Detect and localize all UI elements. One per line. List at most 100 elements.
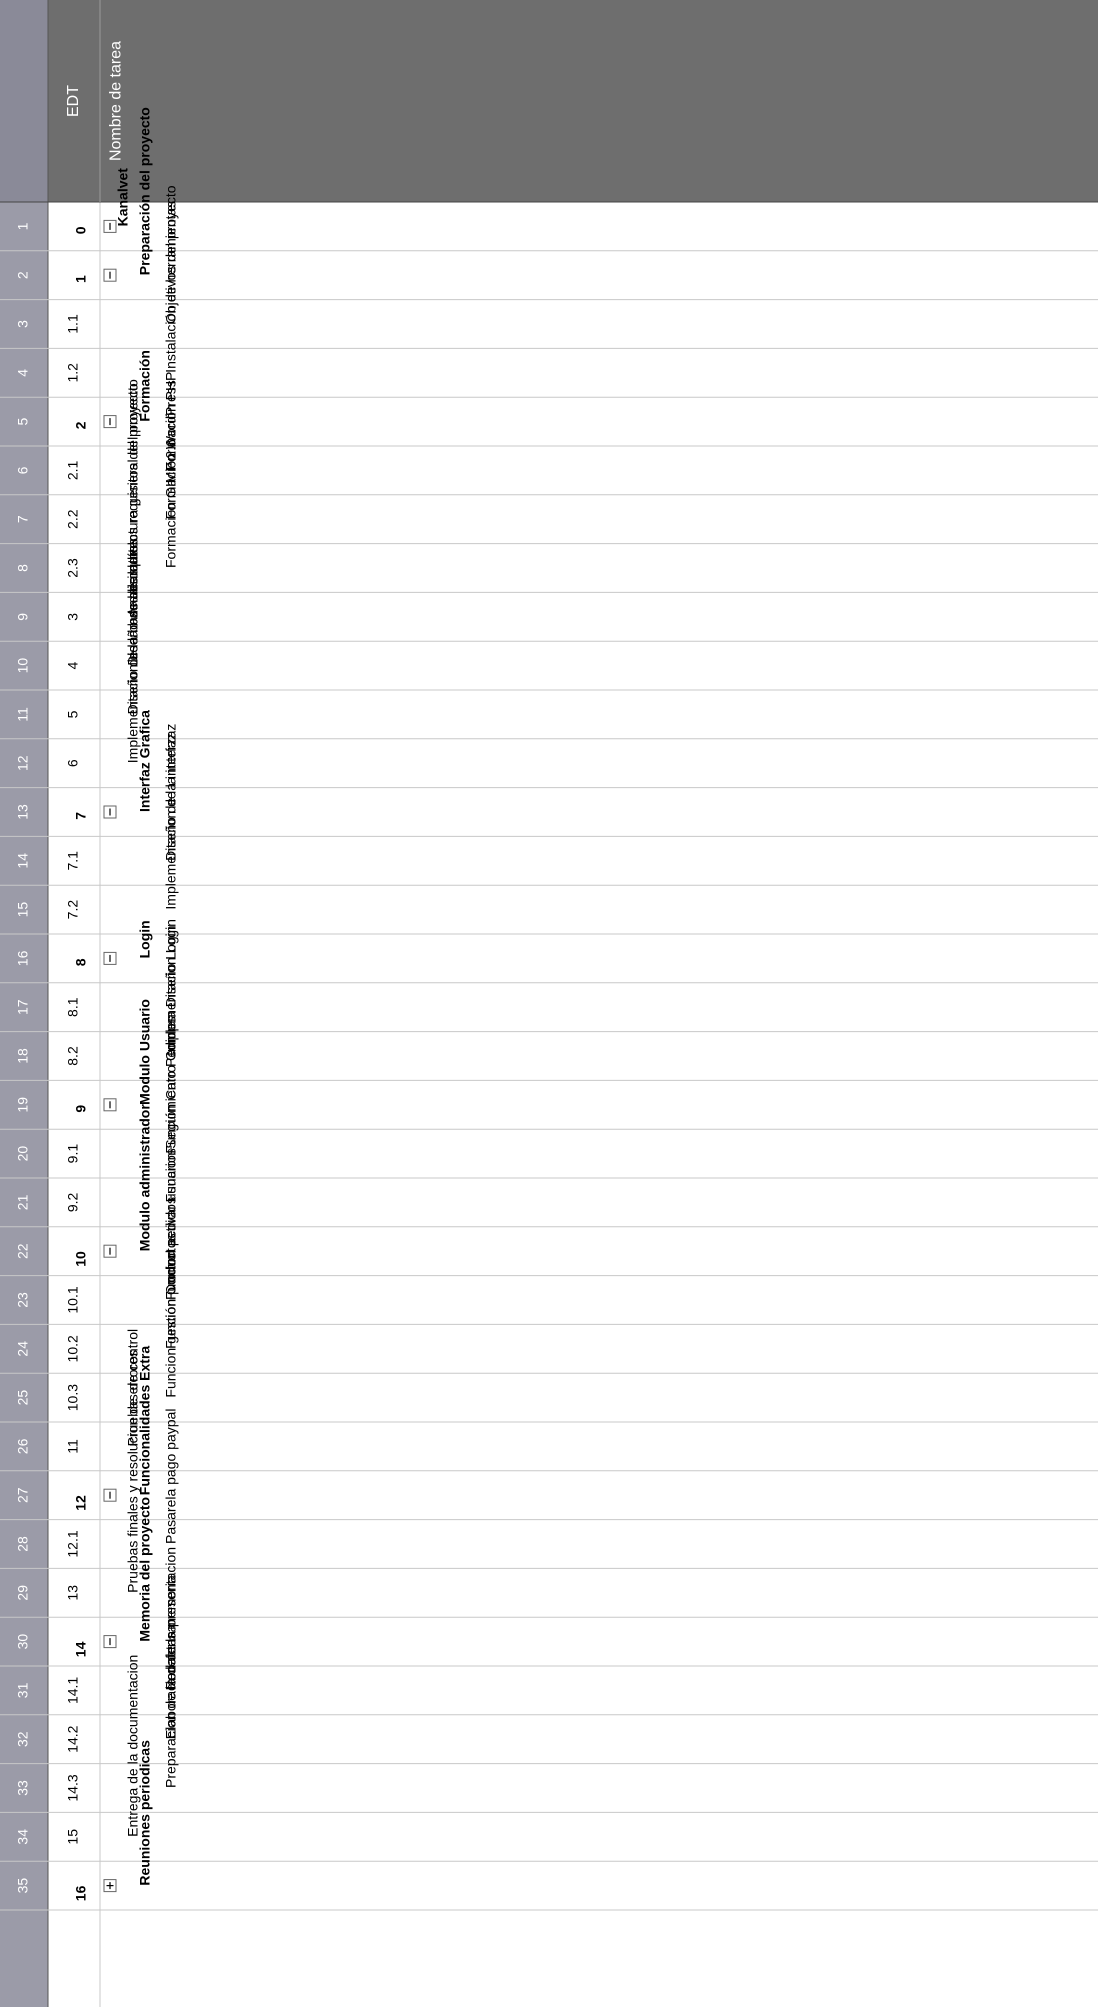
table-row[interactable]: 31 14.1 Redactar memoria [15,1575,179,1704]
table-row[interactable]: 33 14.3 Preparacion de la defensa [15,1624,179,1801]
table-row[interactable]: 34 15 Entrega de la documentacion [15,1655,141,1845]
table-row[interactable]: 12 6 Implementacion de la base de datos [15,538,141,771]
edt-cell: 2.2 [65,509,81,529]
collapse-icon[interactable] [103,805,117,819]
collapse-icon[interactable] [103,1244,117,1258]
task-name-cell: Reuniones periodicas [137,1740,153,1886]
row-number: 22 [15,1243,31,1259]
row-number: 16 [15,950,31,966]
table-row[interactable]: 1 0 Kanalvet [15,168,131,234]
row-number: 10 [15,658,31,674]
edt-cell: 9.1 [65,1144,81,1164]
table-row[interactable]: 11 5 Diseño de la base de datos [15,545,141,722]
table-row[interactable]: 30 14 Memoria del proyecto [15,1497,153,1657]
task-name-cell: Funcion Seguimiento Pedidos [163,1016,179,1202]
row-number: 34 [15,1829,31,1845]
edt-cell: 2 [73,421,89,429]
row-number: 13 [15,804,31,820]
row-number: 28 [15,1536,31,1552]
edt-cell: 1.2 [65,363,81,383]
table-row[interactable]: 27 12 Funcionalidades Extra [15,1346,153,1511]
task-name-cell: Función Control pedidos [163,1197,179,1349]
row-number: 29 [15,1585,31,1601]
row-number-column [0,0,48,2007]
table-row[interactable]: 6 2.1 Formación PHP [15,372,179,481]
table-row[interactable]: 29 13 Pruebas finales y resolucion de erro… [15,1350,141,1601]
table-row[interactable]: 23 10.1 Funcion activar usuarios [15,1148,179,1313]
edt-cell: 4 [65,661,81,669]
table-row[interactable]: 16 8 Login [15,920,153,966]
row-number: 6 [15,466,31,474]
task-name-cell: Preparación del proyecto [137,107,153,275]
header-task-name[interactable]: Nombre de tarea [107,41,124,161]
row-number: 32 [15,1731,31,1747]
task-name-cell: Formacion GIMP 2.6 [163,439,179,568]
table-row[interactable]: 26 11 Pruebas de control [15,1329,141,1454]
table-row[interactable]: 22 10 Modulo administrador [15,1104,153,1267]
row-number: 23 [15,1292,31,1308]
row-number: 19 [15,1097,31,1113]
row-number: 26 [15,1438,31,1454]
table-row[interactable]: 14 7.1 Diseño de la interfaz [15,733,179,870]
edt-cell: 9 [73,1105,89,1113]
collapse-icon[interactable] [103,1488,117,1502]
task-name-cell: Implementacion de la base de datos [125,538,141,763]
edt-cell: 12 [73,1495,89,1511]
task-name-cell: Modulo administrador [137,1104,153,1252]
table-row[interactable]: 32 14.2 Elaboracion de la presentacion [15,1547,179,1753]
collapse-icon[interactable] [103,219,117,233]
row-number: 27 [15,1487,31,1503]
row-number: 14 [15,853,31,869]
collapse-icon[interactable] [103,1635,117,1649]
row-number: 35 [15,1878,31,1894]
edt-cell: 8.1 [65,997,81,1017]
row-number: 31 [15,1682,31,1698]
table-row[interactable]: 8 2.3 Formacion GIMP 2.6 [15,439,179,578]
table-row[interactable]: 25 10.3 Funcion gestion productos [15,1233,179,1411]
table-row[interactable]: 9 3 Analisis de los requisitos del proyect… [15,383,141,621]
table-row[interactable]: 20 9.1 Función Carro Compra [15,1011,179,1163]
edt-cell: 0 [73,226,89,234]
task-name-cell: Memoria del proyecto [137,1497,153,1642]
edt-cell: 10.2 [65,1335,81,1362]
table-row[interactable]: 35 16 Reuniones periodicas [15,1740,153,1901]
table-row[interactable]: 13 7 Interfaz Grafica [15,710,153,820]
edt-cell: 13 [65,1585,81,1601]
row-number: 33 [15,1780,31,1796]
table-row[interactable]: 3 1.1 Objetivos del proyecto [15,185,179,333]
task-name-cell: Redactar memoria [163,1575,179,1690]
collapse-icon[interactable] [103,415,117,429]
table-row[interactable]: 19 9 Modulo Usuario [15,999,153,1113]
table-row[interactable]: 7 2.2 Formacion WordPress [15,380,179,529]
table-row[interactable]: 10 4 Diseño de la arquitectura general del… [15,379,141,673]
collapse-icon[interactable] [103,951,117,965]
expand-icon[interactable] [103,1879,117,1893]
edt-cell: 11 [65,1439,81,1454]
task-name-cell: Entrega de la documentacion [125,1655,141,1837]
table-row[interactable]: 15 7.2 Implementacion de la interzaz [15,724,179,920]
edt-cell: 9.2 [65,1192,81,1212]
collapse-icon[interactable] [103,1098,117,1112]
row-number: 25 [15,1390,31,1406]
table-row[interactable]: 4 1.2 Instalación de herramientas [15,201,179,383]
table-row[interactable]: 18 8.2 Implementacion Login [15,919,179,1066]
table-row[interactable]: 2 1 Preparación del proyecto [15,107,153,283]
edt-cell: 7.1 [65,851,81,871]
table-row[interactable]: 5 2 Formación [15,350,153,429]
edt-cell: 10.1 [65,1286,81,1313]
edt-cell: 7 [73,812,89,820]
row-number: 9 [15,613,31,621]
row-number: 5 [15,417,31,425]
table-row[interactable]: 17 8.1 Diseño Login [15,925,179,1016]
header-edt[interactable]: EDT [65,85,82,117]
table-row[interactable]: 24 10.2 Función Control pedidos [15,1197,179,1362]
table-row[interactable]: 21 9.2 Funcion Seguimiento Pedidos [15,1016,179,1212]
edt-cell: 1.1 [65,314,81,334]
row-number: 20 [15,1146,31,1162]
edt-cell: 6 [65,759,81,767]
edt-cell: 15 [65,1829,81,1845]
collapse-icon[interactable] [103,268,117,282]
row-number: 11 [15,707,31,722]
table-row[interactable]: 28 12.1 Pasarela pago paypal [15,1409,179,1558]
